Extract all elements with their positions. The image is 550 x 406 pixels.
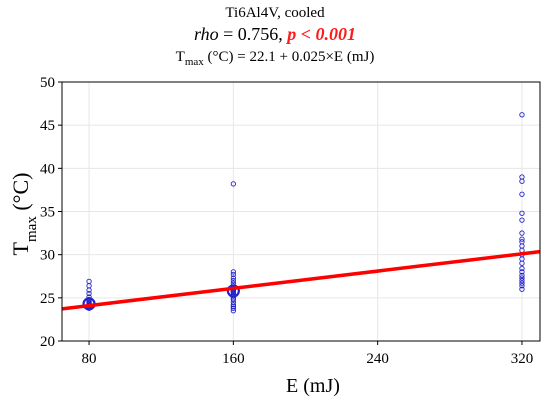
data-point: [519, 210, 525, 216]
data-point: [230, 290, 237, 296]
regression-line: [61, 249, 541, 311]
data-point: [230, 308, 237, 314]
regression-equation: Tmax (°C) = 22.1 + 0.025×E (mJ): [0, 48, 550, 71]
tick-labels: 80 160 240 320 20 25 30 35 40 45 50: [40, 75, 533, 367]
data-point: [519, 236, 525, 242]
data-point: [519, 112, 525, 118]
p-value: p < 0.001: [287, 24, 357, 44]
y-axis-label-unit: (°C): [8, 173, 33, 217]
data-point: [519, 280, 525, 286]
data-point: [226, 284, 240, 298]
data-point: [519, 191, 525, 197]
data-point: [230, 271, 237, 278]
data-point: [230, 305, 237, 311]
data-point: [519, 283, 525, 289]
data-point: [230, 277, 237, 284]
rho-label: rho: [193, 24, 219, 44]
data-point: [519, 275, 525, 281]
data-point: [519, 277, 525, 284]
y-tick-label: 35: [40, 205, 55, 221]
eq-subscript: max: [184, 56, 204, 68]
data-point: [86, 290, 92, 297]
data-point: [519, 286, 525, 292]
y-tick-label: 50: [40, 75, 55, 91]
y-axis-label: Tmax (°C): [8, 173, 40, 256]
data-point: [519, 178, 525, 184]
data-point: [86, 287, 92, 293]
data-point: [519, 269, 525, 275]
y-tick-label: 20: [40, 334, 55, 350]
y-tick-label: 30: [40, 248, 55, 264]
eq-symbol: T: [175, 49, 185, 65]
y-tick-label: 40: [40, 161, 55, 177]
data-point: [519, 230, 525, 236]
data-point: [519, 265, 525, 272]
data-point: [230, 269, 237, 275]
y-tick-label: 45: [40, 118, 55, 134]
rho-value: = 0.756,: [218, 24, 288, 44]
x-axis-label: E (mJ): [286, 375, 340, 397]
data-point: [230, 302, 237, 308]
y-tick-label: 25: [40, 291, 55, 307]
x-tick-label: 80: [82, 351, 97, 367]
data-point: [519, 260, 525, 266]
grid-lines: [62, 81, 540, 342]
data-point: [519, 217, 525, 223]
data-points: [82, 112, 525, 314]
y-axis-label-main: T: [8, 241, 33, 255]
x-tick-label: 320: [511, 351, 534, 367]
x-tick-label: 160: [222, 351, 245, 367]
y-axis-label-sub: max: [24, 216, 40, 242]
data-point: [519, 272, 525, 279]
data-point: [230, 275, 237, 281]
chart-title: Ti6Al4V, cooled: [225, 5, 325, 21]
correlation-line: rho = 0.756, p < 0.001: [0, 24, 550, 44]
eq-body: (°C) = 22.1 + 0.025×E (mJ): [203, 49, 375, 65]
x-tick-label: 240: [366, 351, 389, 367]
data-point: [230, 181, 237, 187]
regression-line-group: [61, 249, 541, 311]
